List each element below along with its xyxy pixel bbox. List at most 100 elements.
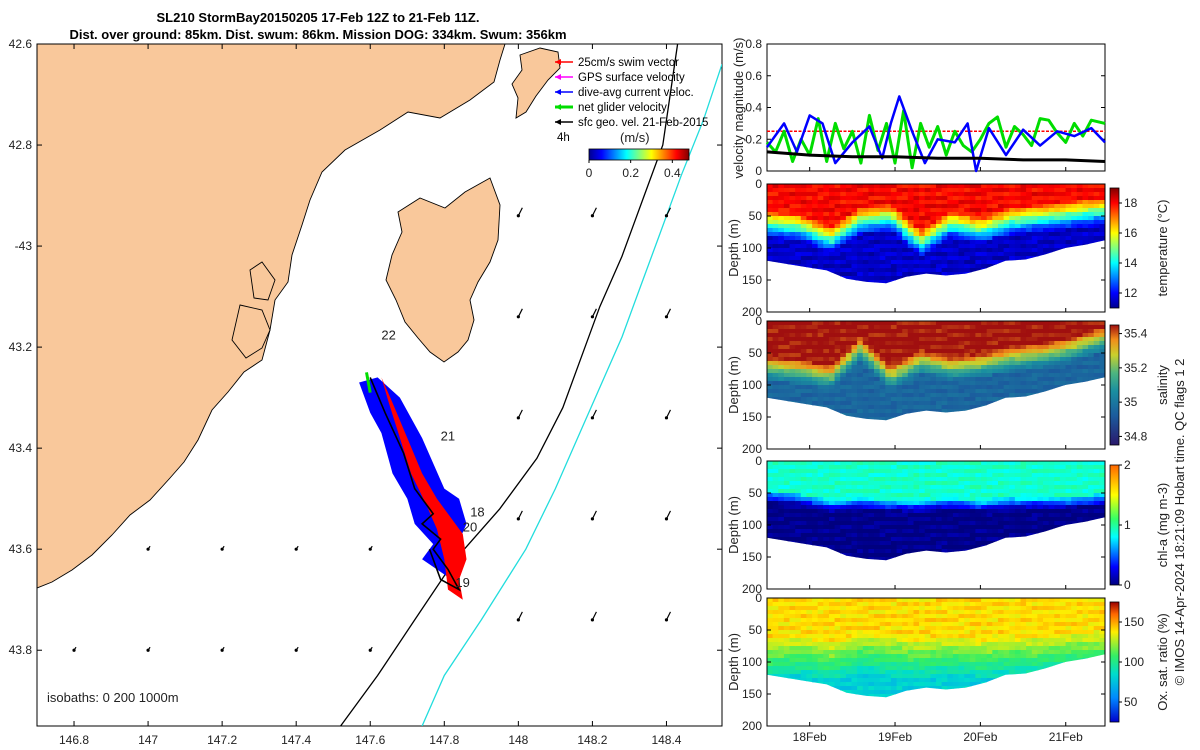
- section-cell: [857, 485, 864, 490]
- section-cell: [1020, 208, 1027, 213]
- section-cell: [952, 385, 960, 390]
- section-cell: [1054, 329, 1061, 334]
- section-cell: [907, 212, 914, 217]
- section-cell: [896, 264, 903, 269]
- section-cell: [862, 204, 869, 209]
- section-cell: [907, 509, 914, 514]
- section-cell: [879, 276, 886, 281]
- section-cell: [924, 517, 931, 522]
- section-cell: [851, 276, 858, 281]
- section-cell: [789, 349, 796, 354]
- colorbar-tick-label: 0.2: [622, 166, 639, 180]
- section-cell: [767, 325, 774, 330]
- section-cell: [930, 228, 937, 233]
- section-cell: [1071, 357, 1078, 362]
- section-cell: [834, 401, 841, 406]
- section-cell: [1099, 329, 1105, 334]
- section-cell: [789, 321, 796, 326]
- section-cell: [800, 365, 807, 370]
- section-cell: [907, 501, 914, 506]
- section-cell: [907, 216, 914, 221]
- section-cell: [1088, 337, 1095, 342]
- section-cell: [800, 341, 807, 346]
- section-cell: [981, 341, 988, 346]
- section-cell: [800, 473, 807, 478]
- section-cell: [817, 240, 824, 245]
- section-cell: [772, 361, 779, 366]
- section-cell: [986, 353, 993, 358]
- section-cell: [947, 244, 954, 249]
- section-cell: [834, 228, 841, 233]
- section-cell: [936, 325, 943, 330]
- section-cell: [902, 272, 909, 277]
- section-cell: [812, 385, 819, 390]
- section-cell: [1076, 337, 1083, 342]
- section-cell: [845, 509, 853, 514]
- section-cell: [947, 248, 954, 253]
- section-cell: [823, 521, 830, 526]
- section-cell: [783, 537, 791, 542]
- section-cell: [924, 216, 931, 221]
- section-cell: [947, 349, 954, 354]
- section-cell: [868, 268, 875, 273]
- section-cell: [806, 373, 813, 378]
- section-cell: [919, 232, 926, 237]
- section-cell: [767, 188, 774, 193]
- section-cell: [783, 232, 791, 237]
- section-cell: [941, 349, 948, 354]
- section-cell: [772, 461, 779, 466]
- section-cell: [958, 369, 965, 374]
- section-cell: [924, 393, 931, 398]
- section-cell: [930, 256, 937, 261]
- section-cell: [992, 357, 999, 362]
- section-cell: [924, 248, 931, 253]
- section-cell: [902, 521, 909, 526]
- section-cell: [1031, 248, 1038, 253]
- section-cell: [806, 381, 813, 386]
- section-cell: [851, 541, 858, 546]
- section-cell: [795, 537, 802, 542]
- section-cell: [783, 509, 791, 514]
- section-cell: [1003, 373, 1010, 378]
- section-cell: [1014, 200, 1022, 205]
- section-cell: [998, 208, 1005, 213]
- section-cell: [1043, 377, 1050, 382]
- section-cell: [913, 405, 920, 410]
- section-cell: [778, 353, 785, 358]
- section-cell: [919, 345, 926, 350]
- section-cell: [851, 268, 858, 273]
- section-cell: [936, 353, 943, 358]
- section-cell: [834, 481, 841, 486]
- section-cell: [862, 393, 869, 398]
- section-cell: [778, 345, 785, 350]
- section-cell: [896, 200, 903, 205]
- section-cell: [767, 256, 774, 261]
- section-cell: [1071, 228, 1078, 233]
- section-cell: [862, 461, 869, 466]
- section-cell: [998, 232, 1005, 237]
- section-cell: [1031, 373, 1038, 378]
- section-cell: [862, 481, 869, 486]
- section-cell: [1048, 244, 1055, 249]
- section-cell: [896, 196, 903, 201]
- section-cell: [817, 517, 824, 522]
- section-cell: [952, 401, 960, 406]
- section-cell: [806, 529, 813, 534]
- section-cell: [812, 393, 819, 398]
- section-cell: [924, 369, 931, 374]
- section-cell: [1014, 341, 1022, 346]
- section-cell: [772, 345, 779, 350]
- section-cell: [823, 349, 830, 354]
- section-cell: [845, 405, 853, 410]
- section-cell: [851, 208, 858, 213]
- section-colorbar-label: 35: [1124, 395, 1138, 409]
- section-cell: [767, 389, 774, 394]
- section-cell: [986, 397, 993, 402]
- section-cell: [947, 268, 954, 273]
- section-cell: [958, 216, 965, 221]
- section-cell: [969, 212, 976, 217]
- section-cell: [1099, 353, 1105, 358]
- section-cell: [992, 244, 999, 249]
- section-cell: [829, 216, 836, 221]
- section-cell: [913, 357, 920, 362]
